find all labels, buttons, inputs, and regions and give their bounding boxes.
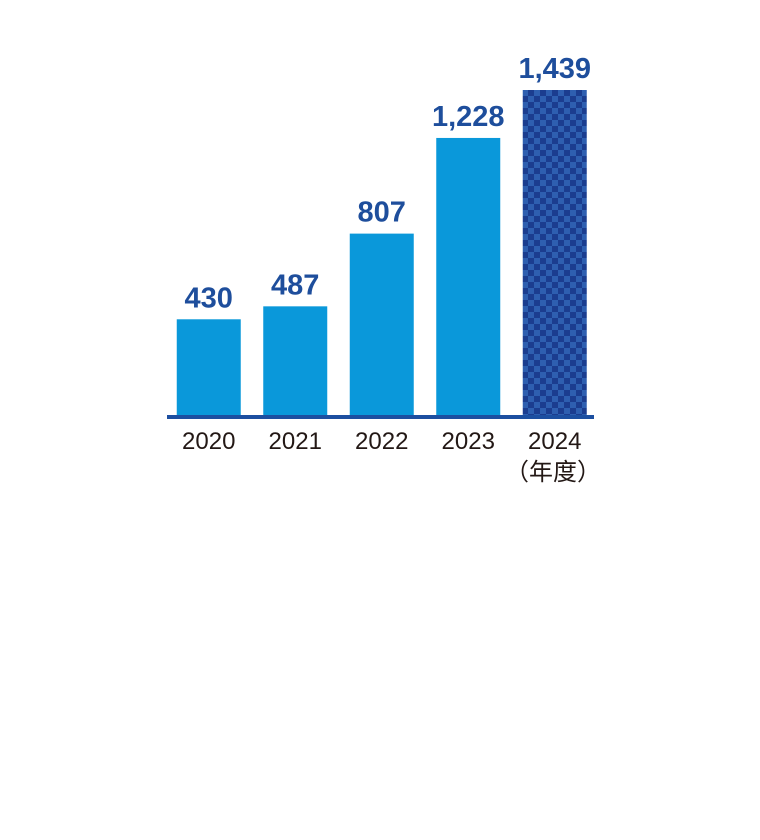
bar: [263, 306, 328, 417]
bar: [176, 319, 241, 417]
bar: [436, 137, 501, 417]
x-tick-label: 2021: [269, 428, 322, 455]
bar: [349, 233, 414, 417]
x-tick-label: 2020: [182, 428, 235, 455]
x-tick-label: 2022: [355, 428, 408, 455]
x-tick-label: 2023: [442, 428, 495, 455]
x-unit-label: （年度）: [505, 459, 601, 486]
value-label: 1,439: [518, 53, 591, 85]
value-label: 430: [185, 282, 233, 314]
value-label: 487: [271, 269, 319, 301]
x-tick-label: 2024: [528, 428, 581, 455]
bar: [522, 90, 587, 417]
value-label: 1,228: [432, 101, 505, 133]
value-label: 807: [358, 197, 406, 229]
